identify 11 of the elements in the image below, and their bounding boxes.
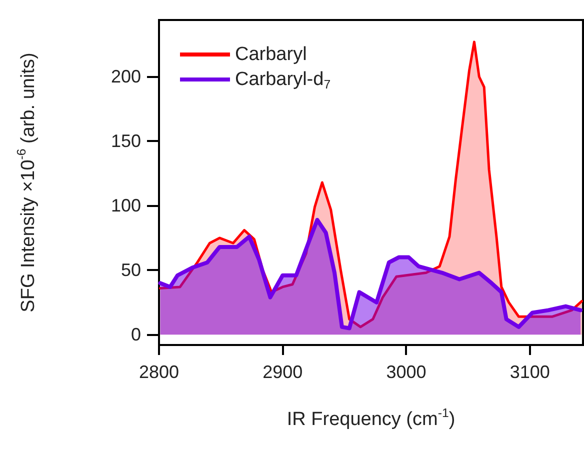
y-tick-label: 200 [110, 66, 141, 87]
y-tick-label: 150 [110, 131, 141, 152]
y-tick-label: 100 [110, 196, 141, 216]
x-tick-label: 2800 [138, 362, 180, 382]
y-tick-label: 0 [130, 324, 141, 345]
y-axis-title: SFG Intensity ×10-6 (arb. units) [14, 52, 39, 312]
x-tick-label: 2900 [262, 362, 303, 382]
legend-label: Carbaryl [235, 44, 307, 65]
x-tick-label: 3100 [510, 362, 550, 382]
y-tick-label: 50 [120, 260, 141, 280]
x-tick-label: 3000 [386, 362, 426, 382]
